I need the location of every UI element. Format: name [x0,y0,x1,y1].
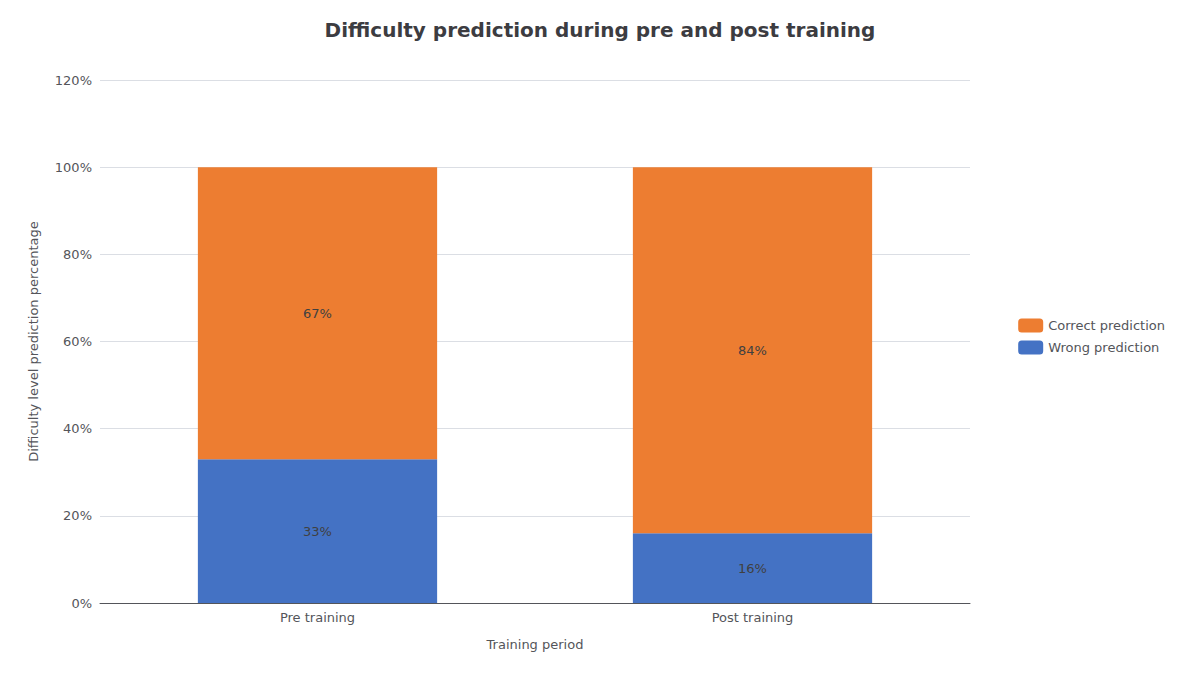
svg-text:Training period: Training period [486,637,584,652]
svg-text:40%: 40% [63,421,92,436]
svg-text:80%: 80% [63,247,92,262]
svg-text:Pre training: Pre training [280,610,355,625]
svg-text:Correct prediction: Correct prediction [1048,318,1165,333]
svg-text:60%: 60% [63,334,92,349]
svg-text:84%: 84% [738,343,767,358]
svg-text:Post training: Post training [712,610,794,625]
svg-text:0%: 0% [71,596,92,611]
svg-text:20%: 20% [63,508,92,523]
svg-text:16%: 16% [738,561,767,576]
svg-text:Difficulty level prediction pe: Difficulty level prediction percentage [26,221,41,462]
svg-text:67%: 67% [303,306,332,321]
svg-text:Difficulty prediction during p: Difficulty prediction during pre and pos… [325,18,876,42]
svg-text:Wrong prediction: Wrong prediction [1048,340,1159,355]
svg-text:120%: 120% [55,73,92,88]
svg-text:100%: 100% [55,160,92,175]
svg-text:33%: 33% [303,524,332,539]
